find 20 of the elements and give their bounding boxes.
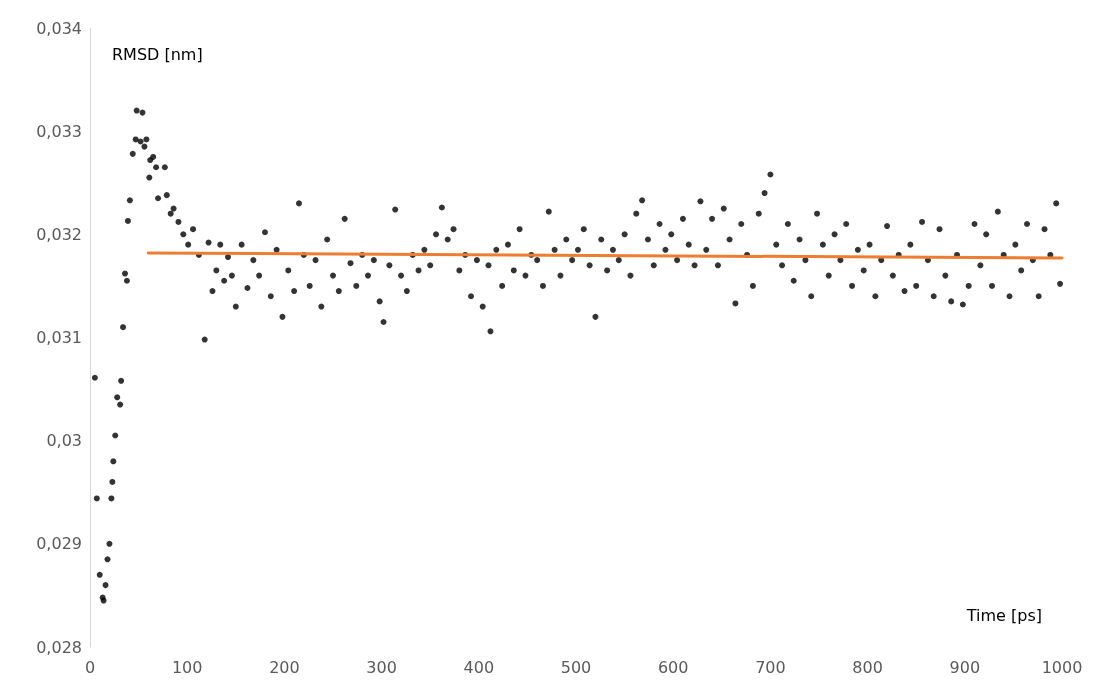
x-tick-label: 800 bbox=[852, 657, 883, 677]
y-axis-title: RMSD [nm] bbox=[112, 44, 203, 64]
x-tick-label: 400 bbox=[463, 657, 495, 677]
y-tick-label: 0,03 bbox=[46, 431, 82, 451]
x-tick-label: 700 bbox=[755, 657, 786, 677]
x-tick-label: 500 bbox=[560, 657, 592, 677]
x-tick-label: 100 bbox=[171, 657, 203, 677]
x-axis-title: Time [ps] bbox=[965, 605, 1042, 625]
y-tick-label: 0,029 bbox=[36, 534, 82, 554]
y-tick-label: 0,032 bbox=[36, 224, 82, 244]
y-tick-label: 0,033 bbox=[36, 121, 82, 141]
x-tick-label: 600 bbox=[657, 657, 689, 677]
x-tick-label: 1000 bbox=[1041, 657, 1083, 677]
y-tick-label: 0,031 bbox=[36, 328, 82, 347]
x-tick-label: 900 bbox=[949, 657, 981, 677]
x-tick-label: 200 bbox=[269, 657, 300, 677]
y-tick-label: 0,034 bbox=[36, 18, 82, 38]
x-tick-label: 300 bbox=[366, 657, 397, 677]
x-tick-label: 0 bbox=[84, 657, 96, 677]
y-tick-label: 0,028 bbox=[36, 637, 82, 657]
